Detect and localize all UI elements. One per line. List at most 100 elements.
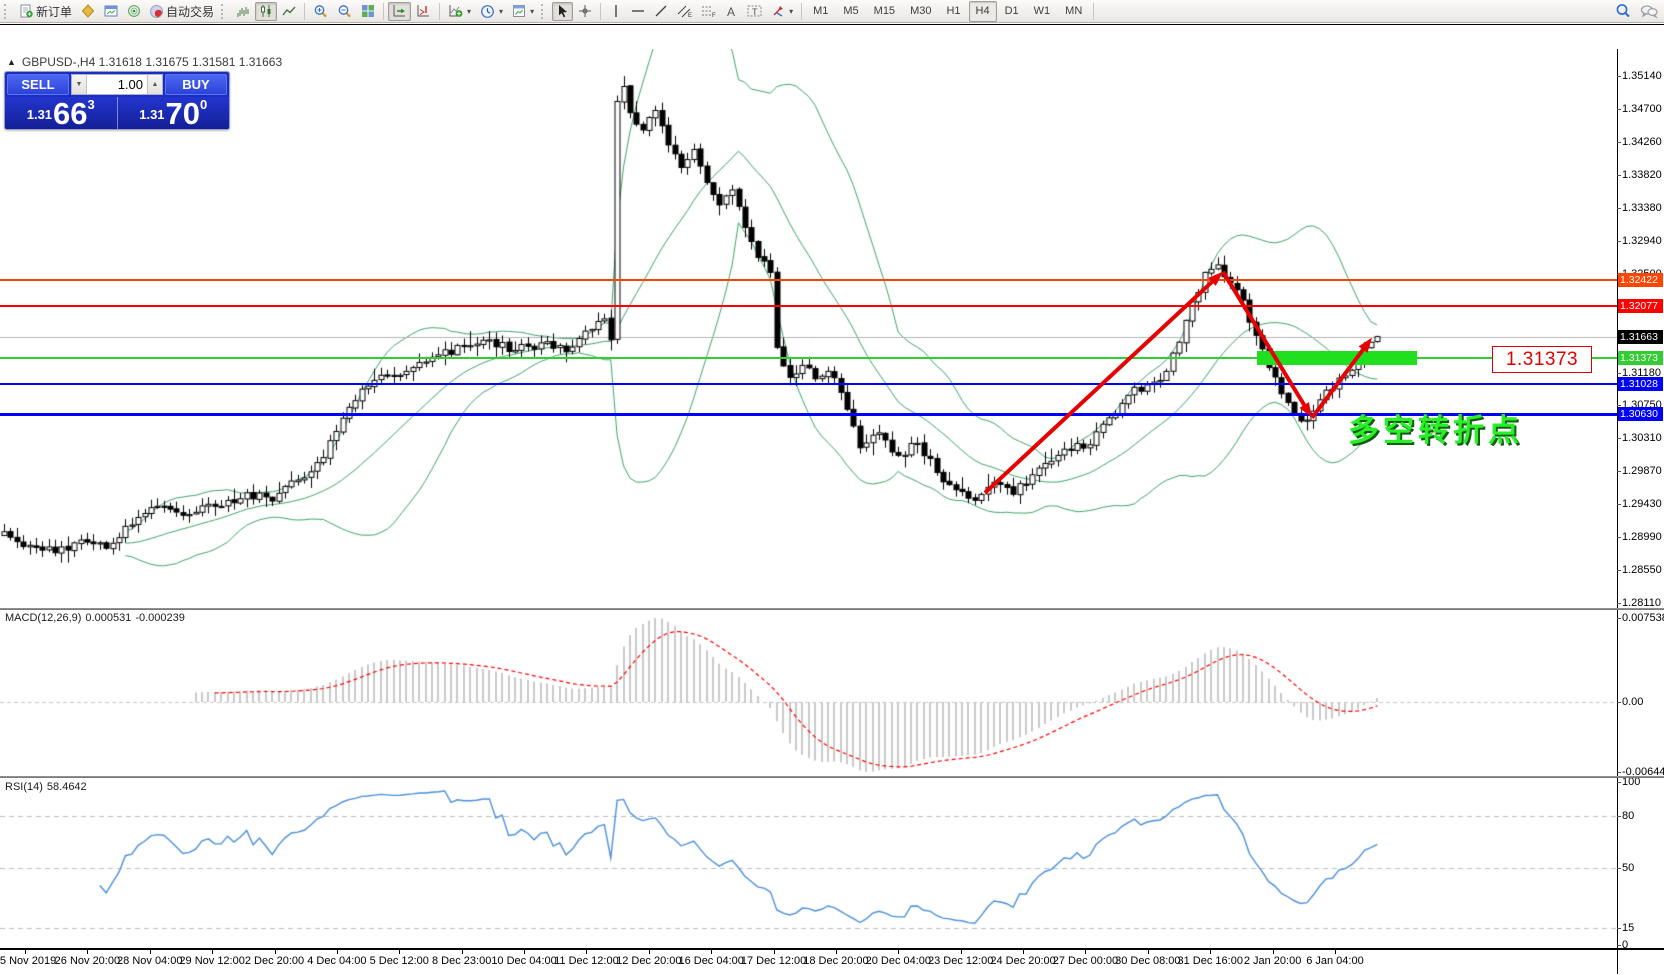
templates-button[interactable]: ▾ xyxy=(508,2,538,21)
new-chart-button[interactable] xyxy=(100,2,122,21)
time-axis-tick xyxy=(275,950,276,954)
fibonacci-icon: F xyxy=(701,4,716,18)
time-axis-tick xyxy=(774,950,775,954)
sell-price[interactable]: 1.31 66 3 xyxy=(5,97,118,129)
trendline-tool-button[interactable] xyxy=(650,2,672,21)
zoom-out-button[interactable] xyxy=(333,2,356,21)
bar-chart-type-button[interactable] xyxy=(232,2,254,21)
toolbar-grip[interactable] xyxy=(541,3,548,19)
arrows-tool-button[interactable]: ▾ xyxy=(767,2,797,21)
cn-annotation-text[interactable]: 多空转折点 xyxy=(1348,413,1523,448)
chart-shift-button[interactable] xyxy=(412,2,435,21)
time-axis-label: 31 Dec 16:00 xyxy=(1177,955,1243,967)
time-axis-tick xyxy=(1023,950,1024,954)
hline-support-lower[interactable] xyxy=(0,413,1617,416)
horizontal-line-tool-button[interactable] xyxy=(627,2,649,21)
rsi-axis-tick: 15 xyxy=(1616,922,1635,934)
search-button[interactable] xyxy=(1611,2,1635,21)
price-axis-tick: 1.30310 xyxy=(1617,432,1662,444)
horizontal-line-icon xyxy=(631,5,645,17)
price-axis-tick: 1.29430 xyxy=(1617,498,1662,510)
toolbar-grip[interactable] xyxy=(221,3,228,19)
time-axis-label: 20 Dec 04:00 xyxy=(865,955,932,967)
buy-button[interactable]: BUY xyxy=(165,74,227,95)
text-label-icon: T xyxy=(747,4,762,18)
volume-increase-button[interactable]: ▲ xyxy=(147,75,162,94)
sell-price-point: 3 xyxy=(87,97,95,112)
chat-icon xyxy=(1640,4,1658,19)
hline-support-upper[interactable] xyxy=(0,383,1617,385)
indicators-icon xyxy=(448,4,463,18)
price-axis-tick: 1.28110 xyxy=(1617,597,1661,609)
dropdown-caret-icon: ▾ xyxy=(789,6,794,16)
dropdown-caret-icon: ▾ xyxy=(530,6,535,16)
volume-stepper: ▼ ▲ xyxy=(71,74,163,95)
crosshair-button[interactable] xyxy=(574,2,596,21)
pivot-highlight-zone[interactable] xyxy=(1257,351,1417,365)
line-chart-type-button[interactable] xyxy=(278,2,300,21)
volume-input[interactable] xyxy=(87,75,147,94)
signals-button[interactable] xyxy=(123,2,145,21)
rsi-axis-tick: 80 xyxy=(1616,810,1635,822)
buy-price-point: 0 xyxy=(200,97,208,112)
collapse-quote-panel-icon[interactable]: ▲ xyxy=(7,57,16,67)
toolbar-grip[interactable] xyxy=(4,3,11,19)
time-axis-label: 25 Nov 2019 xyxy=(0,955,57,967)
time-axis-label: 10 Dec 04:00 xyxy=(491,955,557,967)
new-order-label: 新订单 xyxy=(36,4,73,19)
price-axis-tick: 1.35140 xyxy=(1617,70,1662,82)
auto-scroll-button[interactable] xyxy=(388,1,412,21)
text-label-tool-button[interactable]: T xyxy=(743,2,766,21)
sell-price-pips: 66 xyxy=(53,96,88,130)
vertical-line-tool-button[interactable] xyxy=(605,2,626,21)
time-axis-label: 17 Dec 12:00 xyxy=(740,955,807,967)
tf-w1-button[interactable]: W1 xyxy=(1033,5,1051,17)
tf-h1-button[interactable]: H1 xyxy=(946,5,961,17)
fibonacci-tool-button[interactable]: F xyxy=(697,2,720,21)
new-order-button[interactable]: 新订单 xyxy=(15,2,76,21)
tf-m30-button[interactable]: M30 xyxy=(910,5,932,17)
sell-button[interactable]: SELL xyxy=(7,74,69,95)
one-click-trading-panel: SELL ▼ ▲ BUY 1.31 66 3 1.31 70 0 xyxy=(4,71,230,130)
tf-h4-button[interactable]: H4 xyxy=(968,0,997,22)
signal-rings-icon xyxy=(127,4,141,18)
cursor-button[interactable] xyxy=(552,1,574,21)
indicators-button[interactable]: ▾ xyxy=(444,2,475,21)
level-note-box[interactable]: 1.31373 xyxy=(1492,346,1592,373)
tf-m1-button[interactable]: M1 xyxy=(813,5,829,17)
symbol-ohlc-text: GBPUSD-,H4 1.31618 1.31675 1.31581 1.316… xyxy=(21,55,283,69)
charts-profile-button[interactable] xyxy=(77,2,99,21)
equidistant-channel-tool-button[interactable]: E xyxy=(673,2,696,21)
price-axis-border xyxy=(1617,49,1618,974)
tile-windows-button[interactable] xyxy=(357,2,379,21)
rsi-axis-tick: 0 xyxy=(1616,939,1629,951)
rsi-label: RSI(14) 58.4642 xyxy=(5,781,87,793)
tf-m5-button[interactable]: M5 xyxy=(843,5,859,17)
trendline-icon xyxy=(654,4,668,18)
buy-price[interactable]: 1.31 70 0 xyxy=(118,97,230,129)
time-axis-tick xyxy=(711,950,712,954)
macd-axis-tick: 0.00 xyxy=(1616,696,1644,708)
chat-button[interactable] xyxy=(1636,2,1662,21)
price-chart-canvas[interactable] xyxy=(0,49,1617,974)
tf-mn-button[interactable]: MN xyxy=(1065,5,1083,17)
periods-button[interactable]: ▾ xyxy=(476,2,507,21)
zoom-in-button[interactable] xyxy=(309,2,332,21)
candlestick-type-button[interactable] xyxy=(255,1,278,21)
volume-decrease-button[interactable]: ▼ xyxy=(72,75,87,94)
tag-support-upper: 1.31028 xyxy=(1618,377,1663,391)
time-axis-tick xyxy=(586,950,587,954)
tf-d1-button[interactable]: D1 xyxy=(1004,5,1019,17)
price-axis-tick: 1.33380 xyxy=(1617,202,1662,214)
channel-icon: E xyxy=(677,4,692,18)
tf-m15-button[interactable]: M15 xyxy=(873,5,896,17)
hline-resistance-lower[interactable] xyxy=(0,305,1617,307)
text-tool-button[interactable]: A xyxy=(721,2,742,21)
rsi-pane-separator[interactable] xyxy=(0,776,1664,778)
hline-resistance-upper[interactable] xyxy=(0,279,1617,281)
price-axis-tick: 1.34260 xyxy=(1617,136,1662,148)
time-axis-tick xyxy=(1273,950,1274,954)
macd-pane-separator[interactable] xyxy=(0,608,1664,610)
autotrading-button[interactable]: 自动交易 xyxy=(146,2,218,21)
hline-pivot-green[interactable] xyxy=(0,357,1617,359)
